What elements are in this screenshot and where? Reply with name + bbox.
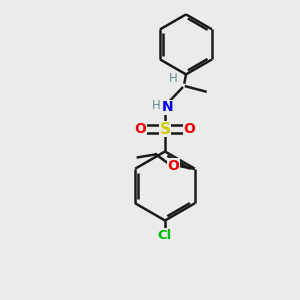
Text: H: H <box>152 99 160 112</box>
Text: S: S <box>160 122 170 136</box>
Text: Cl: Cl <box>158 229 172 242</box>
Text: N: N <box>162 100 173 114</box>
Text: H: H <box>169 72 178 85</box>
Text: O: O <box>184 122 196 136</box>
Text: O: O <box>167 159 179 173</box>
Text: O: O <box>134 122 146 136</box>
